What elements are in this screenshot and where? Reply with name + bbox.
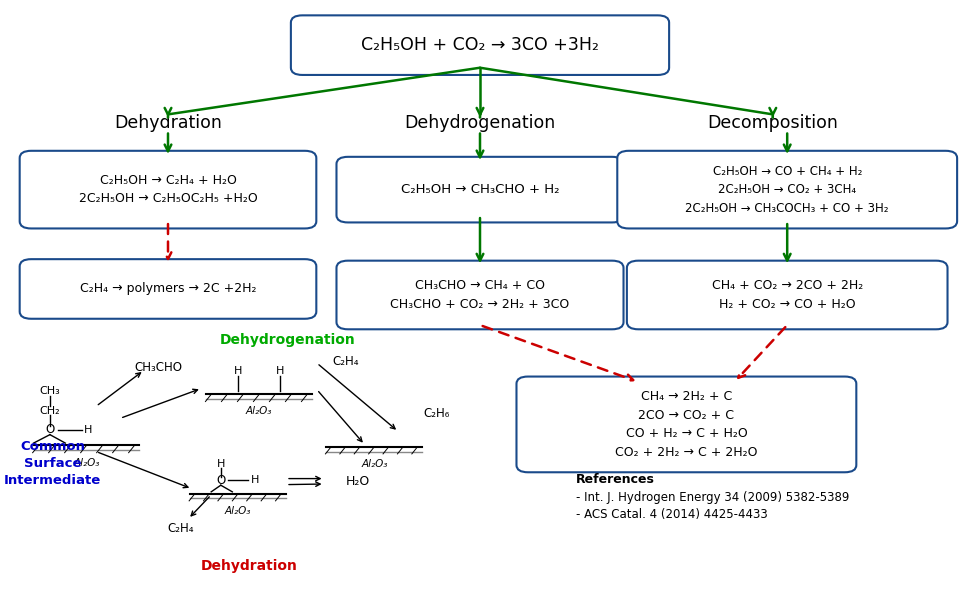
Text: CH₃: CH₃ [39, 386, 60, 396]
Text: H₂O: H₂O [346, 475, 371, 488]
Text: Al₂O₃: Al₂O₃ [73, 458, 100, 468]
Text: CH₃CHO → CH₄ + CO
CH₃CHO + CO₂ → 2H₂ + 3CO: CH₃CHO → CH₄ + CO CH₃CHO + CO₂ → 2H₂ + 3… [391, 279, 569, 311]
Text: Dehydration: Dehydration [114, 114, 222, 132]
Text: O: O [45, 423, 55, 436]
Text: C₂H₄: C₂H₄ [167, 522, 194, 535]
Text: C₂H₆: C₂H₆ [423, 407, 450, 420]
Text: C₂H₅OH → CH₃CHO + H₂: C₂H₅OH → CH₃CHO + H₂ [400, 183, 560, 196]
Text: CH₃CHO: CH₃CHO [134, 361, 182, 374]
FancyBboxPatch shape [516, 377, 856, 472]
Text: C₂H₅OH → CO + CH₄ + H₂
2C₂H₅OH → CO₂ + 3CH₄
2C₂H₅OH → CH₃COCH₃ + CO + 3H₂: C₂H₅OH → CO + CH₄ + H₂ 2C₂H₅OH → CO₂ + 3… [685, 164, 889, 215]
Text: Al₂O₃: Al₂O₃ [361, 459, 388, 469]
Text: Dehydration: Dehydration [202, 559, 298, 573]
Text: H: H [276, 367, 284, 376]
Text: CH₄ → 2H₂ + C
2CO → CO₂ + C
CO + H₂ → C + H₂O
CO₂ + 2H₂ → C + 2H₂O: CH₄ → 2H₂ + C 2CO → CO₂ + C CO + H₂ → C … [615, 390, 757, 459]
FancyBboxPatch shape [19, 150, 317, 228]
FancyBboxPatch shape [627, 261, 948, 329]
Text: References: References [576, 473, 655, 486]
Text: Dehydrogenation: Dehydrogenation [220, 333, 356, 347]
Text: O: O [216, 474, 226, 487]
Text: C₂H₄: C₂H₄ [332, 355, 359, 368]
Text: - ACS Catal. 4 (2014) 4425-4433: - ACS Catal. 4 (2014) 4425-4433 [576, 508, 768, 521]
Text: Common
Surface
Intermediate: Common Surface Intermediate [4, 440, 102, 487]
Text: Al₂O₃: Al₂O₃ [246, 406, 273, 417]
Text: H: H [84, 425, 92, 435]
Text: H: H [234, 367, 242, 376]
FancyBboxPatch shape [19, 259, 317, 318]
FancyBboxPatch shape [336, 261, 624, 329]
FancyBboxPatch shape [617, 150, 957, 228]
Text: H: H [252, 476, 259, 485]
Text: CH₂: CH₂ [39, 406, 60, 415]
Text: Al₂O₃: Al₂O₃ [225, 506, 252, 516]
Text: Dehydrogenation: Dehydrogenation [404, 114, 556, 132]
Text: CH₄ + CO₂ → 2CO + 2H₂
H₂ + CO₂ → CO + H₂O: CH₄ + CO₂ → 2CO + 2H₂ H₂ + CO₂ → CO + H₂… [711, 279, 863, 311]
FancyBboxPatch shape [336, 157, 624, 222]
Text: Decomposition: Decomposition [708, 114, 838, 132]
Text: H: H [217, 459, 225, 468]
Text: C₂H₄ → polymers → 2C +2H₂: C₂H₄ → polymers → 2C +2H₂ [80, 282, 256, 296]
FancyBboxPatch shape [291, 15, 669, 75]
Text: - Int. J. Hydrogen Energy 34 (2009) 5382-5389: - Int. J. Hydrogen Energy 34 (2009) 5382… [576, 491, 850, 504]
Text: C₂H₅OH + CO₂ → 3CO +3H₂: C₂H₅OH + CO₂ → 3CO +3H₂ [361, 36, 599, 54]
Text: C₂H₅OH → C₂H₄ + H₂O
2C₂H₅OH → C₂H₅OC₂H₅ +H₂O: C₂H₅OH → C₂H₄ + H₂O 2C₂H₅OH → C₂H₅OC₂H₅ … [79, 174, 257, 205]
